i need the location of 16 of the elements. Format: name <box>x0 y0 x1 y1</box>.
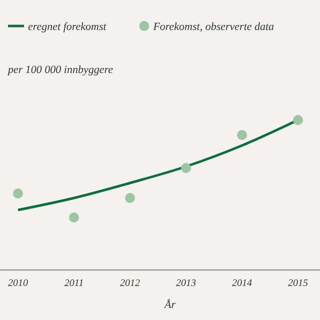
point <box>125 193 135 203</box>
point <box>181 163 191 173</box>
legend-label: eregnet forekomst <box>28 21 108 33</box>
x-tick-label: 2010 <box>8 278 28 289</box>
x-tick-label: 2012 <box>120 278 140 289</box>
point <box>293 115 303 125</box>
point <box>69 212 79 222</box>
x-tick-label: 2013 <box>176 278 196 289</box>
point <box>237 130 247 140</box>
legend-label: Forekomst, observerte data <box>152 21 275 33</box>
x-axis-title: År <box>164 298 176 311</box>
x-tick-label: 2014 <box>232 278 252 289</box>
x-tick-label: 2011 <box>64 278 84 289</box>
y-axis-title: per 100 000 innbyggere <box>7 64 114 76</box>
x-tick-label: 2015 <box>288 278 308 289</box>
point <box>13 188 23 198</box>
